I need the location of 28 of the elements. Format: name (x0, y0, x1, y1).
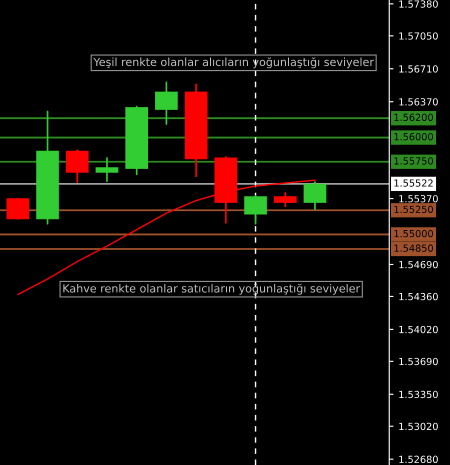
ref-line-label: 1.55522 (394, 179, 433, 187)
candlestick (304, 181, 326, 210)
y-tick-label: 1.56710 (399, 65, 438, 73)
candlestick (96, 157, 118, 182)
y-tick-label: 1.57050 (399, 32, 438, 40)
candlestick (274, 192, 297, 208)
ref-line-label: 1.56200 (394, 114, 433, 122)
y-tick-label: 1.52680 (399, 456, 438, 464)
candlestick (6, 198, 30, 220)
ref-line-label: 1.54850 (394, 244, 433, 252)
y-tick-label: 1.54020 (399, 326, 438, 334)
y-tick-label: 1.56370 (399, 98, 438, 106)
candlestick (244, 194, 267, 225)
annotation: Kahve renkte olanlar satıcıların yoğunlaştığı seviyeler (63, 284, 360, 295)
ref-line-label: 1.55000 (394, 230, 433, 238)
y-tick-label: 1.55370 (399, 195, 438, 202)
ref-line-label: 1.55250 (394, 206, 433, 214)
ref-line-label: 1.55750 (394, 157, 433, 165)
ref-line-label: 1.56000 (394, 133, 433, 140)
y-tick-label: 1.54360 (399, 292, 438, 300)
y-tick-label: 1.57380 (399, 0, 438, 8)
candlestick (66, 149, 89, 183)
y-tick-label: 1.53020 (399, 422, 438, 430)
annotation: Yeşil renkte olanlar alıcıların yoğunlaştığı seviyeler (93, 57, 374, 68)
y-tick-label: 1.53350 (399, 390, 438, 398)
y-tick-label: 1.53690 (399, 358, 438, 366)
y-tick-label: 1.54690 (399, 260, 438, 268)
candlestick (155, 82, 178, 125)
